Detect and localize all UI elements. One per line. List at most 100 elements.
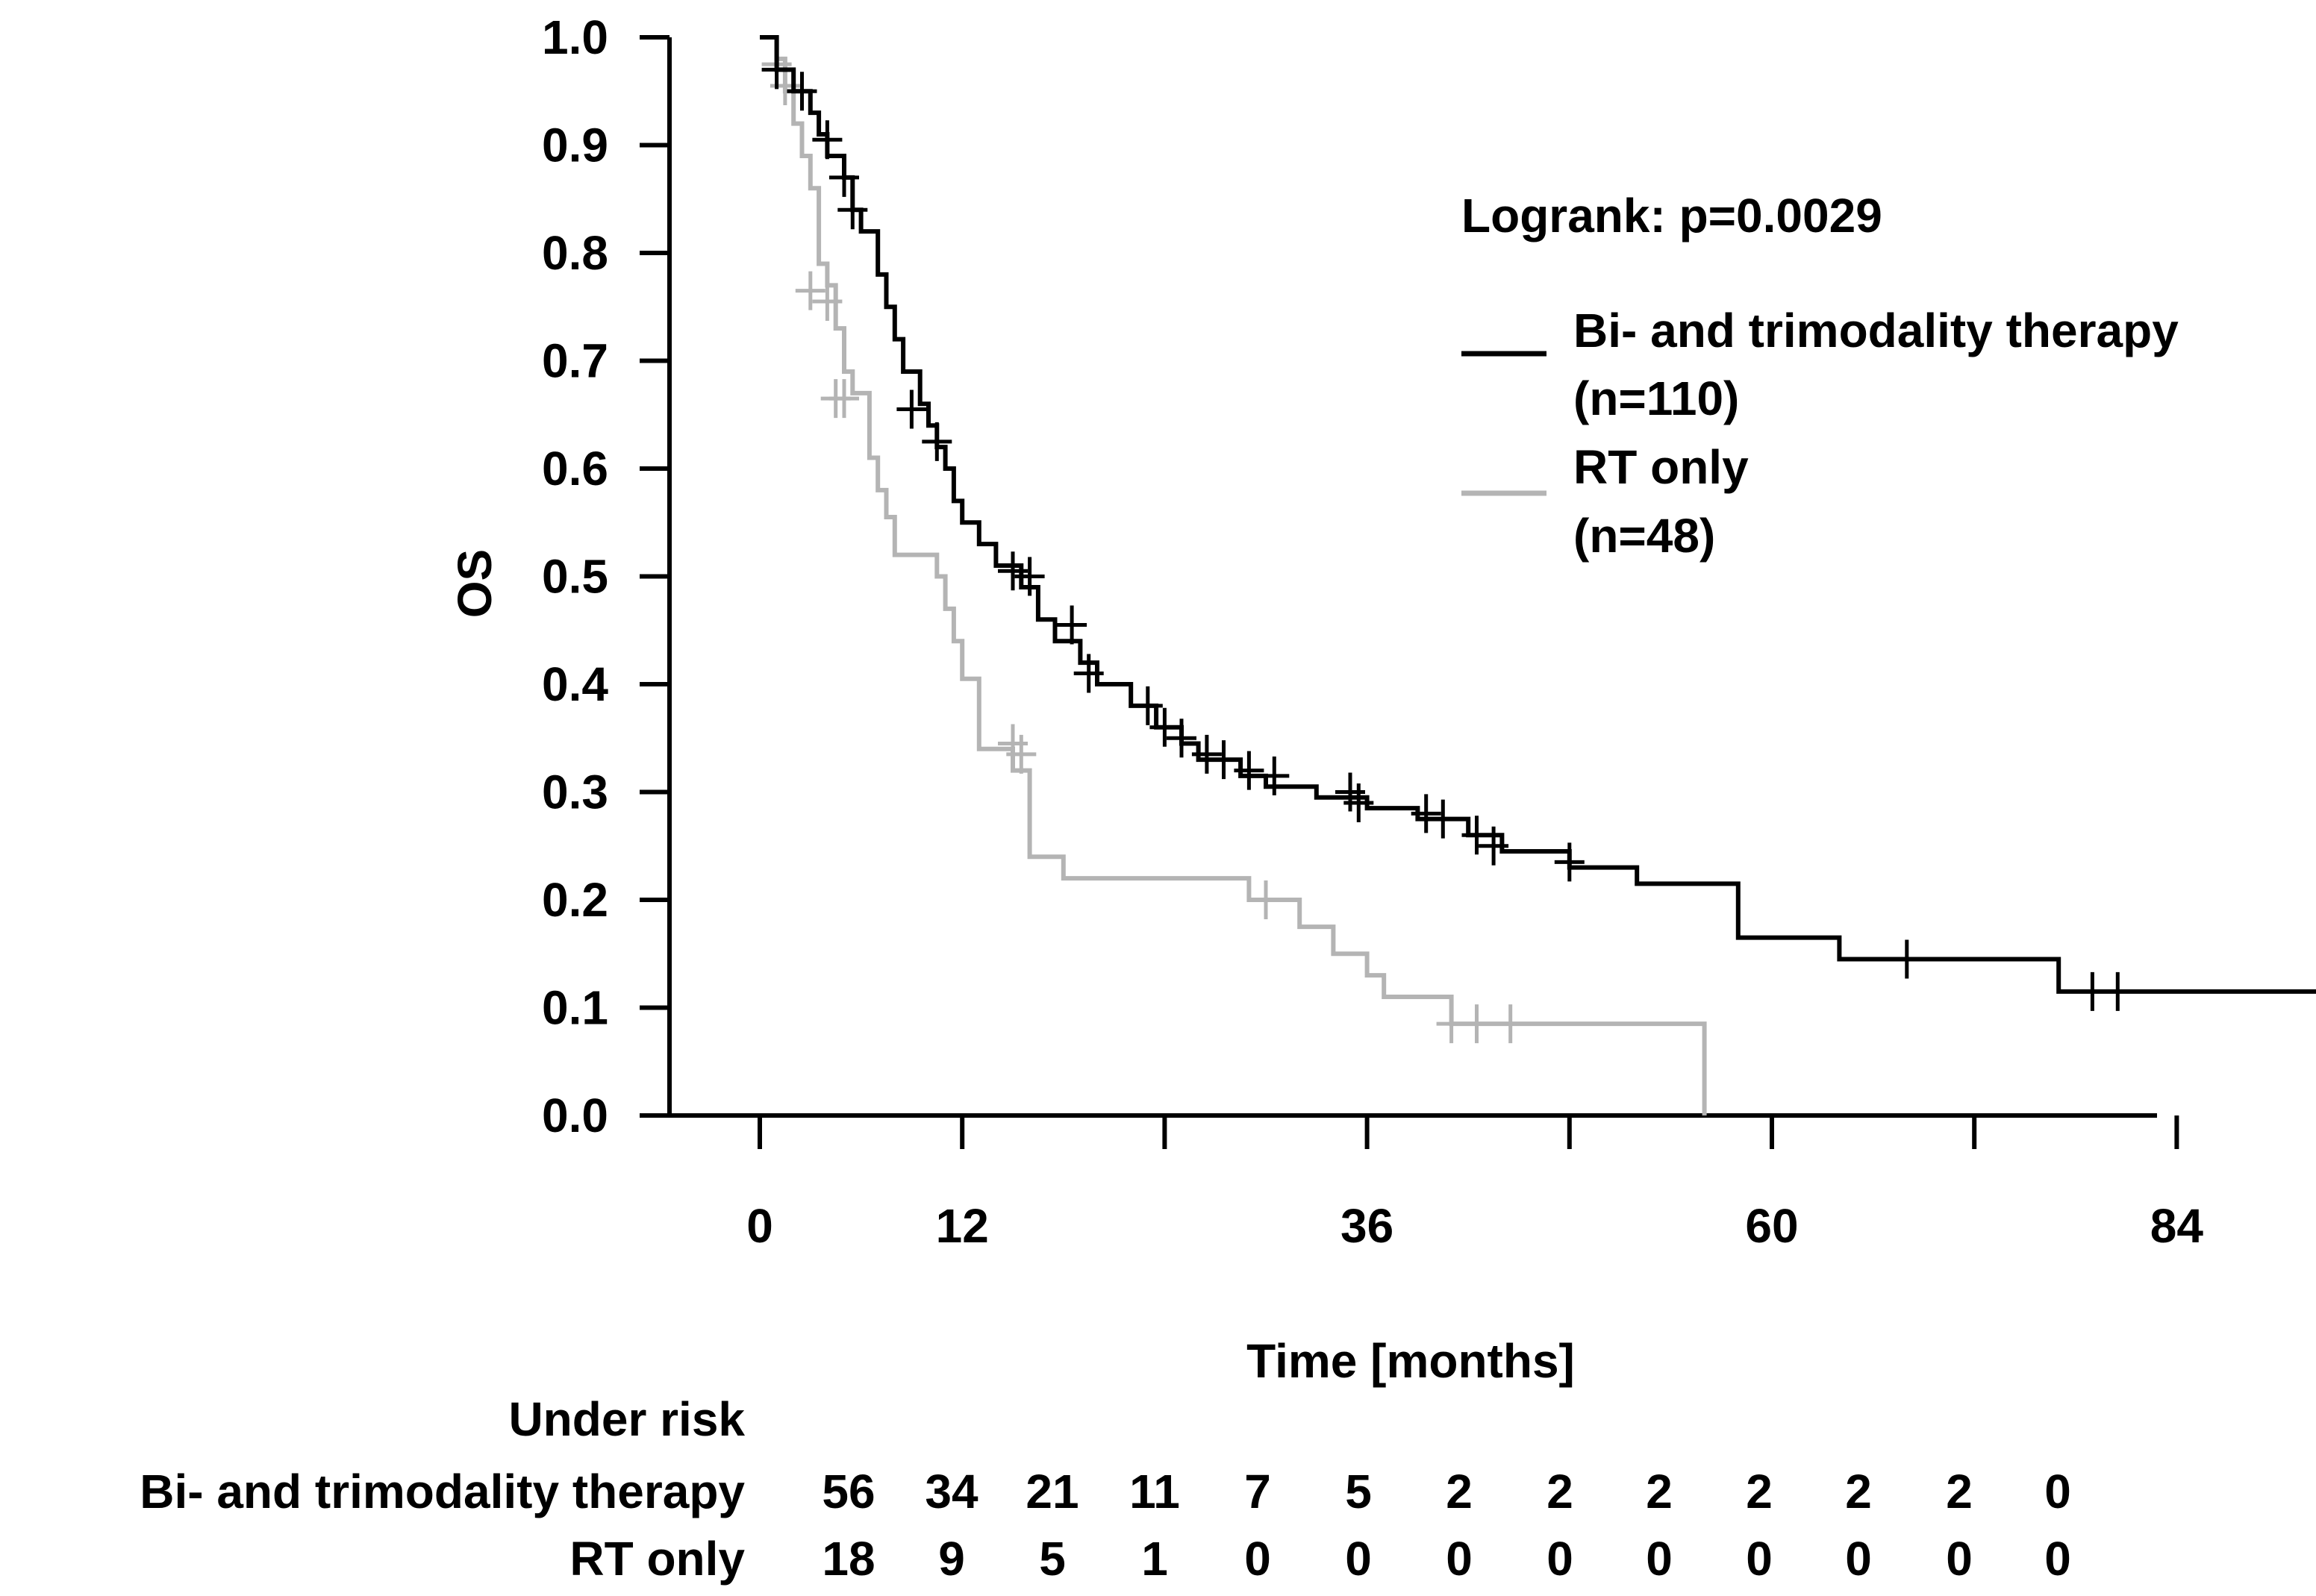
risk-count: 0 bbox=[1845, 1532, 1872, 1586]
censor-mark bbox=[1411, 794, 1441, 833]
series-rt-only bbox=[760, 35, 1707, 1115]
risk-count: 18 bbox=[822, 1532, 875, 1586]
risk-count: 5 bbox=[1039, 1532, 1066, 1586]
censor-mark bbox=[1208, 740, 1239, 780]
risk-count: 21 bbox=[1026, 1465, 1079, 1518]
risk-count: 2 bbox=[1446, 1465, 1473, 1518]
y-tick-label: 0.7 bbox=[542, 334, 608, 388]
risk-count: 2 bbox=[1946, 1465, 1973, 1518]
censor-mark bbox=[1335, 772, 1365, 812]
risk-count: 0 bbox=[2044, 1532, 2071, 1586]
risk-count: 7 bbox=[1244, 1465, 1271, 1518]
censor-mark bbox=[1073, 654, 1104, 693]
risk-count: 2 bbox=[1646, 1465, 1673, 1518]
censor-mark bbox=[1006, 734, 1037, 774]
censor-mark bbox=[837, 190, 868, 230]
risk-count: 0 bbox=[1746, 1532, 1773, 1586]
survival-curve bbox=[760, 35, 2316, 994]
risk-count: 0 bbox=[1946, 1532, 1973, 1586]
risk-count: 0 bbox=[1446, 1532, 1473, 1586]
y-tick-label: 0.0 bbox=[542, 1089, 608, 1142]
censor-mark bbox=[2103, 971, 2133, 1011]
censor-mark bbox=[1132, 686, 1163, 725]
censor-mark bbox=[795, 271, 825, 310]
legend-label-bi-trimodality: Bi- and trimodality therapy bbox=[1573, 304, 2179, 357]
censor-mark bbox=[812, 282, 843, 322]
legend: Bi- and trimodality therapy (n=110) RT o… bbox=[1461, 304, 2179, 563]
censor-mark bbox=[1057, 605, 1087, 645]
x-tick-label: 84 bbox=[2150, 1199, 2204, 1253]
logrank-annotation: Logrank: p=0.0029 bbox=[1461, 189, 1882, 242]
censor-mark bbox=[1479, 826, 1509, 866]
x-tick-label: 60 bbox=[1745, 1199, 1798, 1253]
censor-mark bbox=[1259, 756, 1290, 795]
censor-mark bbox=[1167, 719, 1196, 758]
x-tick-label: 0 bbox=[746, 1199, 773, 1253]
x-tick-label: 12 bbox=[936, 1199, 989, 1253]
censor-mark bbox=[922, 422, 952, 461]
censor-mark bbox=[1891, 939, 1922, 979]
risk-row-label-rt-only: RT only bbox=[569, 1532, 745, 1586]
risk-count: 11 bbox=[1129, 1465, 1180, 1518]
risk-count: 2 bbox=[1546, 1465, 1573, 1518]
censor-mark bbox=[1251, 880, 1281, 919]
y-tick-label: 0.9 bbox=[542, 119, 608, 172]
censor-mark bbox=[998, 551, 1028, 591]
axis-ticks: 0.0 0.1 0.2 0.3 0.4 0.5 0.6 0.7 0.8 0.9 1.0 0 12 36 60… bbox=[542, 10, 2204, 1253]
risk-count: 1 bbox=[1141, 1532, 1168, 1586]
survival-curve bbox=[760, 35, 1707, 1115]
x-tick-label: 36 bbox=[1340, 1199, 1393, 1253]
y-tick-label: 0.4 bbox=[542, 657, 608, 711]
censor-mark bbox=[1461, 1004, 1492, 1044]
risk-count: 2 bbox=[1845, 1465, 1872, 1518]
censor-mark bbox=[812, 120, 843, 160]
risk-count: 0 bbox=[1244, 1532, 1271, 1586]
y-tick-label: 0.8 bbox=[542, 226, 608, 280]
y-tick-label: 0.5 bbox=[542, 550, 608, 604]
censor-mark bbox=[1554, 842, 1585, 882]
risk-counts: 56 34 21 11 7 5 2 2 2 2 2 2 0 18 9 5 1 0 0 0 0 0 0 0 0 0 bbox=[822, 1465, 2070, 1586]
legend-n-rt-only: (n=48) bbox=[1573, 509, 1715, 563]
censor-mark bbox=[1191, 734, 1222, 774]
censor-mark bbox=[1234, 751, 1264, 790]
y-tick-label: 0.1 bbox=[542, 981, 608, 1035]
censor-mark bbox=[1014, 557, 1045, 596]
risk-count: 56 bbox=[822, 1465, 875, 1518]
risk-count: 2 bbox=[1746, 1465, 1773, 1518]
legend-label-rt-only: RT only bbox=[1573, 440, 1749, 494]
risk-count: 9 bbox=[938, 1532, 965, 1586]
risk-row-label-bi-trimodality: Bi- and trimodality therapy bbox=[140, 1465, 745, 1518]
y-tick-label: 0.2 bbox=[542, 873, 608, 927]
risk-count: 0 bbox=[1646, 1532, 1673, 1586]
series-bi-trimodality bbox=[760, 35, 2316, 1011]
censor-mark bbox=[761, 50, 792, 90]
censor-mark bbox=[1343, 783, 1374, 822]
y-axis-label: OS bbox=[448, 549, 502, 618]
censor-mark bbox=[829, 379, 859, 419]
risk-table-header: Under risk bbox=[508, 1392, 745, 1446]
legend-n-bi-trimodality: (n=110) bbox=[1573, 372, 1739, 425]
censor-mark bbox=[829, 157, 859, 197]
censor-mark bbox=[896, 389, 927, 429]
censor-mark bbox=[2077, 971, 2108, 1011]
risk-table: Under risk Bi- and trimodality therapy R… bbox=[140, 1392, 2071, 1586]
y-tick-label: 0.6 bbox=[542, 442, 608, 495]
y-tick-label: 0.3 bbox=[542, 766, 608, 819]
risk-count: 0 bbox=[2044, 1465, 2071, 1518]
censor-mark bbox=[1149, 707, 1180, 747]
censor-mark bbox=[998, 724, 1028, 763]
axes bbox=[667, 37, 2157, 1118]
risk-count: 34 bbox=[925, 1465, 978, 1518]
risk-count: 0 bbox=[1546, 1532, 1573, 1586]
censor-mark bbox=[1461, 816, 1492, 855]
risk-count: 0 bbox=[1345, 1532, 1372, 1586]
censor-mark bbox=[1495, 1004, 1526, 1044]
x-axis-label: Time [months] bbox=[1246, 1334, 1575, 1388]
y-tick-label: 1.0 bbox=[542, 10, 608, 64]
survival-curves bbox=[760, 35, 2316, 1115]
censor-mark bbox=[787, 72, 817, 111]
risk-count: 5 bbox=[1345, 1465, 1372, 1518]
censor-mark bbox=[1428, 799, 1458, 839]
censor-mark bbox=[1436, 1004, 1467, 1044]
